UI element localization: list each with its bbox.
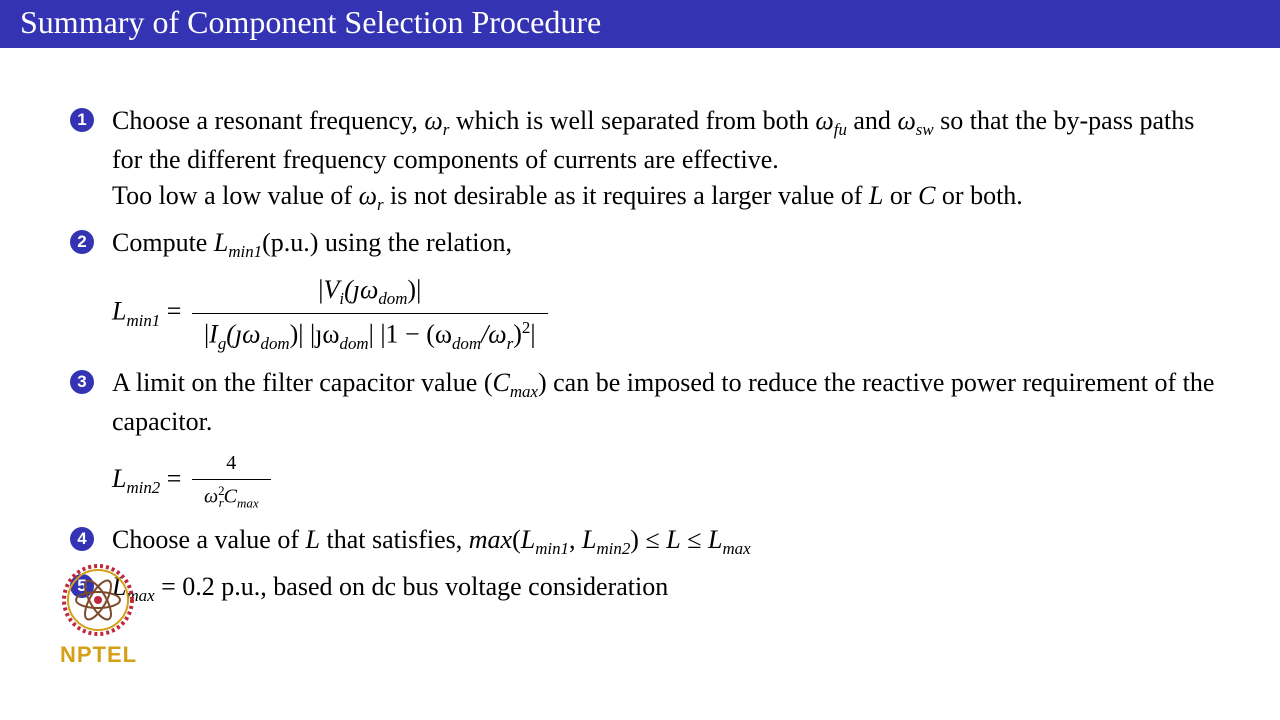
subscript: min1 [228,242,262,261]
symbol-omega-r: ω [359,181,377,210]
subscript: g [218,334,226,353]
text: Choose a resonant frequency, [112,106,424,135]
symbol-omega-fu: ω [815,106,833,135]
symbol-C: C [918,181,935,210]
symbol-L: L [666,525,680,554]
text: Choose a value of [112,525,306,554]
text: Compute [112,228,214,257]
text: or [883,181,918,210]
text: which is well separated from both [449,106,815,135]
symbol-L: L [582,525,596,554]
subscript: dom [340,334,369,353]
symbol-L: L [869,181,883,210]
symbol-omega-r: ω [424,106,442,135]
equation-lmin2: Lmin2 = 4 ω2rCmax [112,447,1230,515]
subscript: min2 [126,478,160,497]
symbol-L: L [708,525,722,554]
text: and [847,106,898,135]
list-item: Compute Lmin1(p.u.) using the relation, … [60,225,1230,357]
content-area: Choose a resonant frequency, ωr which is… [0,48,1280,636]
subscript: r [377,195,384,214]
fraction-num: 4 [192,447,271,480]
symbol-V: V [323,275,339,304]
text: or both. [935,181,1022,210]
symbol-C: C [224,485,237,507]
value: 0.2 p.u. [182,572,260,601]
eq-equals: = [155,572,183,601]
fraction-den: ω2rCmax [192,480,271,515]
symbol-I: I [209,319,218,348]
symbol-L: L [214,228,228,257]
fraction: 4 ω2rCmax [192,447,271,515]
fraction-num: |Vi(ȷωdom)| [192,270,548,314]
t: ( [512,525,521,554]
symbol-omega: ω [204,485,218,507]
subscript: sw [916,120,934,139]
text: (p.u.) using the relation, [262,228,512,257]
t: /ω [481,319,507,348]
t: | |1 − (ω [369,319,452,348]
t: )| |ȷω [290,319,340,348]
fraction-den: |Ig(ȷωdom)| |ȷωdom| |1 − (ωdom/ωr)2| [192,314,548,358]
subscript: min1 [535,540,569,559]
t: )| [407,275,421,304]
subscript: dom [378,289,407,308]
subscript: max [510,382,538,401]
subscript: fu [834,120,847,139]
t: ) [513,319,522,348]
fraction: |Vi(ȷωdom)| |Ig(ȷωdom)| |ȷωdom| |1 − (ωd… [192,270,548,357]
text: is not desirable as it requires a larger… [384,181,869,210]
page-title: Summary of Component Selection Procedure [20,4,1260,41]
eq-lhs: L [112,463,126,492]
procedure-list: Choose a resonant frequency, ωr which is… [60,103,1230,608]
t: (ȷω [344,275,378,304]
symbol-omega-sw: ω [897,106,915,135]
t: (ȷω [226,319,260,348]
logo-label: NPTEL [60,642,150,668]
symbol-L: L [521,525,535,554]
eq-equals: = [160,297,188,326]
title-bar: Summary of Component Selection Procedure [0,0,1280,48]
eq-lhs: L [112,297,126,326]
text: that satisfies, [320,525,469,554]
le-sign: ≤ [681,525,708,554]
list-item: A limit on the filter capacitor value (C… [60,365,1230,514]
subscript: max [237,495,259,510]
nptel-logo: NPTEL [60,562,150,668]
logo-icon [60,562,136,638]
subscript: min2 [596,540,630,559]
t: ) [630,525,645,554]
symbol-L: L [306,525,320,554]
text: , based on dc bus voltage consideration [260,572,668,601]
text: A limit on the filter capacitor value ( [112,368,492,397]
t: , [569,525,582,554]
list-item: Choose a value of L that satisfies, max(… [60,522,1230,561]
list-item: Lmax = 0.2 p.u., based on dc bus voltage… [60,569,1230,608]
symbol-C: C [492,368,509,397]
subscript: dom [452,334,481,353]
text: Too low a low value of [112,181,359,210]
list-item: Choose a resonant frequency, ωr which is… [60,103,1230,217]
max-func: max [469,525,512,554]
subscript: dom [261,334,290,353]
eq-equals: = [160,463,188,492]
equation-lmin1: Lmin1 = |Vi(ȷωdom)| |Ig(ȷωdom)| |ȷωdom| … [112,270,1230,357]
subscript: min1 [126,311,160,330]
subscript: max [722,540,750,559]
le-sign: ≤ [645,525,666,554]
t: | [530,319,535,348]
